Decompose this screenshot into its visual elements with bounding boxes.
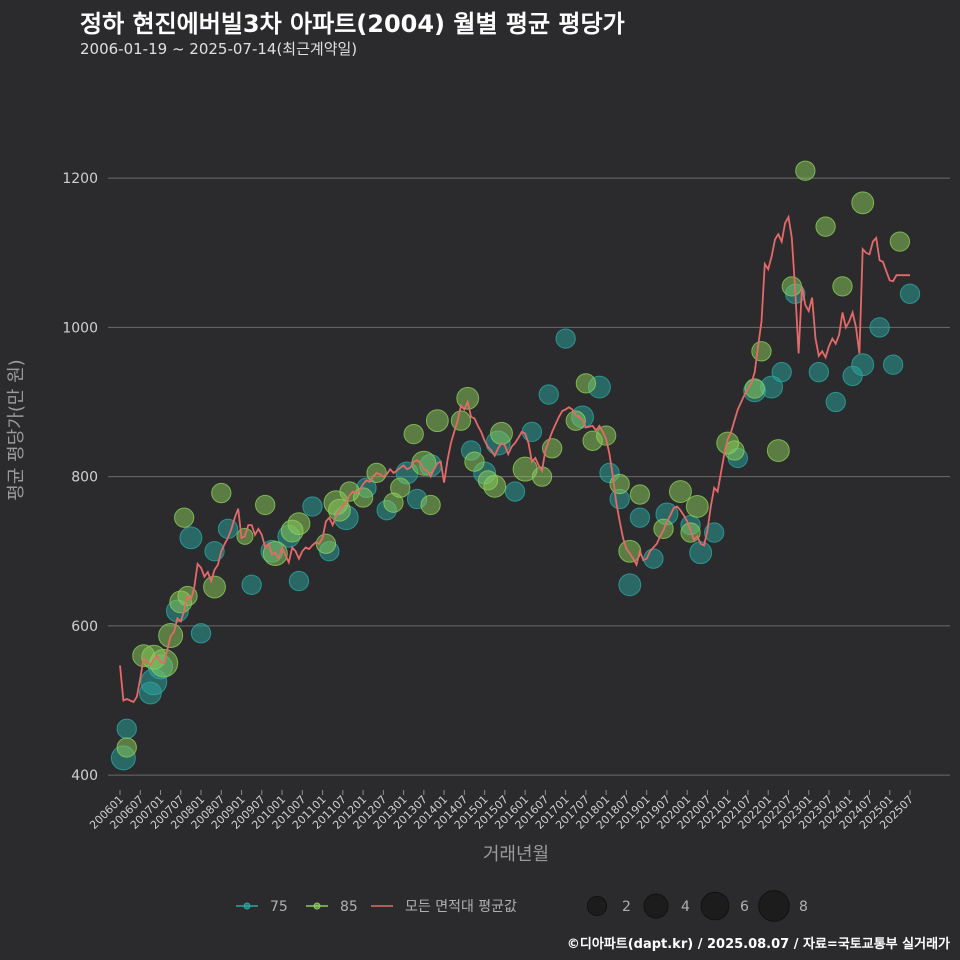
scatter-point-75 — [689, 541, 713, 565]
scatter-point-85 — [851, 191, 875, 215]
scatter-point-85 — [724, 440, 745, 461]
legend-key-point — [313, 902, 321, 910]
scatter-point-85 — [795, 160, 816, 181]
scatter-point-85 — [211, 482, 232, 504]
size-legend-circle — [643, 893, 669, 919]
scatter-point-85 — [464, 451, 485, 472]
y-tick-label: 1000 — [62, 320, 98, 336]
scatter-point-75 — [808, 362, 830, 383]
scatter-point-75 — [555, 328, 576, 349]
scatter-point-85 — [203, 575, 226, 599]
scatter-point-75 — [629, 507, 651, 528]
scatter-point-85 — [629, 484, 651, 505]
size-legend-label: 6 — [740, 899, 749, 915]
legend-label: 75 — [270, 899, 288, 915]
scatter-point-75 — [302, 496, 323, 517]
series-line-average — [119, 214, 910, 704]
scatter-point-75 — [179, 526, 203, 550]
scatter-point-85 — [255, 494, 276, 516]
legend: 75 85 모든 면적대 평균값 2 4 6 8 — [236, 890, 808, 922]
scatter-point-85 — [832, 276, 853, 297]
x-axis-title: 거래년월 — [483, 844, 549, 865]
scatter-point-85 — [766, 439, 790, 462]
grid-lines — [108, 177, 950, 776]
scatter-point-85 — [575, 373, 597, 394]
size-legend-circle — [758, 890, 790, 922]
scatter-point-75 — [704, 522, 725, 543]
scatter-point-85 — [668, 480, 692, 503]
average-line — [119, 214, 910, 704]
scatter-point-85 — [425, 409, 449, 433]
size-legend-label: 8 — [799, 899, 808, 915]
scatter-point-85 — [490, 421, 513, 445]
scatter-point-85 — [390, 477, 411, 498]
legend-label: 85 — [340, 899, 358, 915]
scatter-point-85 — [287, 512, 311, 536]
scatter-point-85 — [403, 423, 424, 445]
y-axis-ticks: 400 600 800 1000 1200 — [62, 171, 98, 784]
scatter-point-85 — [751, 341, 772, 362]
scatter-point-75 — [771, 362, 792, 383]
scatter-point-75 — [288, 570, 310, 592]
size-legend-circle — [700, 891, 730, 921]
size-legend-label: 2 — [622, 899, 631, 915]
scatter-point-75 — [882, 354, 904, 375]
scatter-point-85 — [116, 737, 137, 758]
scatter-point-75 — [504, 481, 526, 502]
x-axis-ticks: 2006012006072007012007072008012008072009… — [87, 790, 916, 832]
scatter-point-75 — [899, 283, 921, 304]
size-legend-circle — [586, 895, 608, 917]
legend-label: 모든 면적대 평균값 — [405, 899, 517, 915]
scatter-point-85 — [889, 231, 911, 252]
scatter-points — [110, 160, 921, 771]
scatter-point-85 — [352, 487, 374, 508]
scatter-point-85 — [815, 216, 836, 237]
scatter-point-75 — [116, 718, 137, 739]
scatter-point-85 — [685, 495, 709, 518]
scatter-point-85 — [456, 386, 480, 410]
legend-key-point — [243, 902, 251, 910]
y-tick-label: 400 — [71, 768, 98, 784]
y-tick-label: 800 — [71, 470, 98, 486]
scatter-point-85 — [744, 378, 765, 399]
chart-subtitle: 2006-01-19 ~ 2025-07-14(최근계약일) — [80, 40, 358, 58]
size-legend-label: 4 — [681, 899, 690, 915]
scatter-point-75 — [825, 391, 846, 413]
chart-title: 정하 현진에버빌3차 아파트(2004) 월별 평균 평당가 — [80, 10, 625, 38]
scatter-point-85 — [450, 410, 472, 431]
y-axis-title: 평균 평당가(만 원) — [6, 359, 27, 500]
scatter-point-75 — [869, 317, 890, 338]
scatter-point-75 — [851, 353, 875, 377]
scatter-point-75 — [241, 574, 262, 595]
y-tick-label: 1200 — [62, 171, 98, 187]
scatter-point-75 — [521, 421, 543, 443]
scatter-point-85 — [483, 474, 507, 498]
scatter-point-75 — [618, 573, 642, 597]
scatter-point-85 — [420, 494, 441, 516]
scatter-point-85 — [565, 410, 586, 431]
scatter-point-75 — [190, 623, 212, 644]
scatter-point-75 — [538, 384, 559, 405]
scatter-point-85 — [781, 276, 802, 297]
scatter-point-85 — [173, 507, 195, 528]
source-caption: ©디아파트(dapt.kr) / 2025.08.07 / 자료=국토교통부 실… — [566, 937, 950, 952]
y-tick-label: 600 — [71, 619, 98, 635]
